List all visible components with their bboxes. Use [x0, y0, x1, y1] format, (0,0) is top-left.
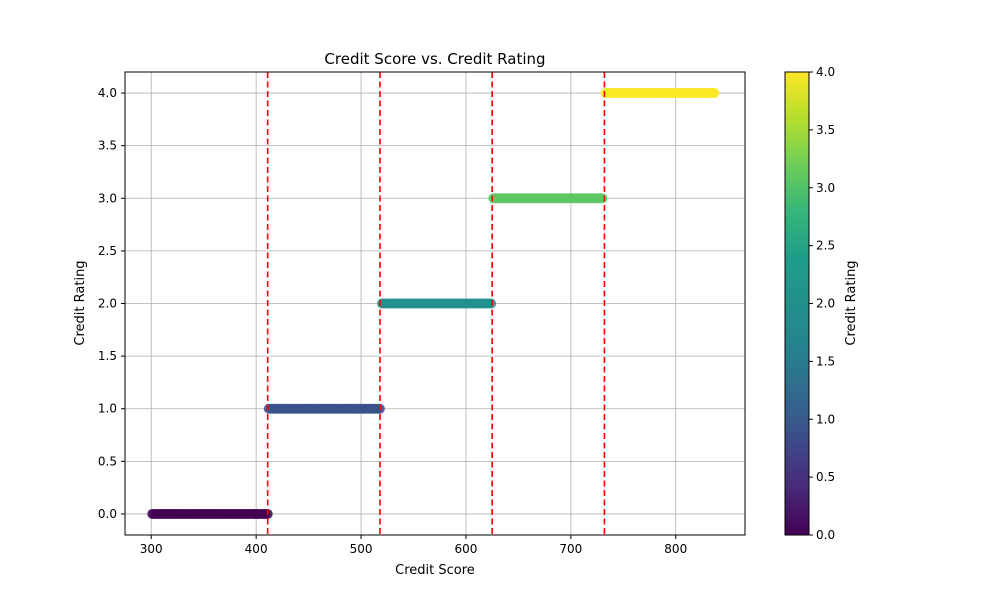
x-axis-ticks: 300 400 500 600 700 800: [140, 535, 687, 556]
colorbar-tick-label: 2.0: [816, 297, 835, 311]
x-tick-label: 600: [454, 542, 477, 556]
y-axis-ticks: 0.0 0.5 1.0 1.5 2.0 2.5 3.0 3.5 4.0: [98, 86, 125, 521]
colorbar-label: Credit Rating: [844, 260, 859, 345]
colorbar-tick-label: 1.5: [816, 354, 835, 368]
y-axis-label: Credit Rating: [73, 260, 88, 345]
colorbar-tick-label: 0.5: [816, 470, 835, 484]
y-tick-label: 1.5: [98, 349, 117, 363]
y-tick-label: 3.5: [98, 139, 117, 153]
colorbar-ticks: 0.0 0.5 1.0 1.5 2.0 2.5 3.0 3.5 4.0: [809, 65, 835, 542]
x-tick-label: 400: [245, 542, 268, 556]
x-tick-label: 500: [350, 542, 373, 556]
scatter-points: [147, 88, 720, 519]
chart-title: Credit Score vs. Credit Rating: [324, 50, 545, 68]
x-tick-label: 700: [559, 542, 582, 556]
data-point: [486, 298, 497, 309]
y-tick-label: 4.0: [98, 86, 117, 100]
threshold-lines: [266, 72, 606, 535]
colorbar-tick-label: 0.0: [816, 528, 835, 542]
data-point: [709, 88, 720, 99]
colorbar-tick-label: 1.0: [816, 412, 835, 426]
y-tick-label: 0.0: [98, 507, 117, 521]
grid: [125, 72, 745, 535]
colorbar: [784, 71, 810, 536]
colorbar-tick-label: 3.0: [816, 181, 835, 195]
data-point: [597, 193, 608, 204]
colorbar-tick-label: 3.5: [816, 123, 835, 137]
y-tick-label: 0.5: [98, 454, 117, 468]
x-tick-label: 800: [664, 542, 687, 556]
y-tick-label: 1.0: [98, 402, 117, 416]
y-tick-label: 3.0: [98, 191, 117, 205]
y-tick-label: 2.0: [98, 297, 117, 311]
y-tick-label: 2.5: [98, 244, 117, 258]
x-axis-label: Credit Score: [395, 563, 475, 578]
x-tick-label: 300: [140, 542, 163, 556]
colorbar-tick-label: 2.5: [816, 239, 835, 253]
colorbar-tick-label: 4.0: [816, 65, 835, 79]
